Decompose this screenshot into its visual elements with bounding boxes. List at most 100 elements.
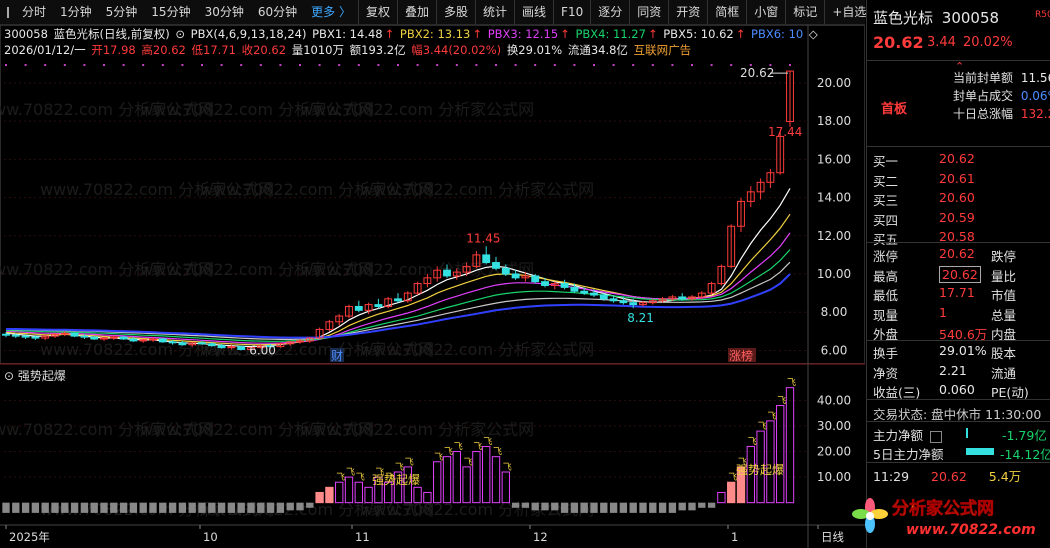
peak-annotation: 11.45	[466, 231, 500, 245]
top-marker	[710, 64, 713, 66]
watermark: www.70822.com 分析家公式网	[40, 180, 274, 199]
bid-price: 20.61	[939, 170, 975, 186]
toolbar-item-18[interactable]: 标记	[785, 0, 824, 24]
y-tick-label: 20.00	[817, 76, 851, 90]
sub-y-tick-label: 20.00	[817, 445, 851, 459]
ad-link[interactable]: 互联网广告	[633, 43, 692, 57]
stat2-label-2: 股本	[991, 346, 1017, 361]
sub-bar-negative	[698, 502, 706, 508]
stat-label-2: 市值	[991, 288, 1017, 303]
quote-pct: 20.02%	[963, 35, 1013, 50]
top-marker	[357, 64, 360, 66]
stat2-label-2: 流通	[991, 365, 1017, 381]
candle	[550, 283, 559, 286]
divider	[867, 146, 1050, 147]
indicator-name[interactable]: PBX(4,6,9,13,18,24)	[190, 27, 307, 41]
top-marker	[338, 64, 341, 66]
toolbar-item-17[interactable]: 小窗	[746, 0, 785, 24]
sub-bar-marker: 飞	[787, 378, 796, 389]
sub-bar-negative	[119, 502, 128, 513]
sub-bar-marker: 飞	[728, 472, 737, 483]
toolbar-item-6[interactable]: 更多 〉	[311, 5, 351, 19]
watermark: www.70822.com 分析家公式网	[0, 260, 214, 279]
watermark: www.70822.com 分析家公式网	[140, 100, 374, 119]
top-marker	[220, 64, 223, 66]
candle	[384, 298, 393, 307]
stat-value: 1	[939, 304, 947, 320]
toolbar-item-4[interactable]: 30分钟	[204, 5, 244, 19]
x-tick-label: 日线	[821, 530, 844, 544]
settings-diamond-icon[interactable]: ◇	[808, 27, 818, 41]
indicator-chevron-icon[interactable]: ⊙	[175, 27, 185, 41]
candle	[51, 333, 59, 337]
toolbar-item-10[interactable]: 统计	[475, 0, 514, 24]
layout-toggle-icon[interactable]	[7, 6, 9, 18]
sub-bar-negative	[658, 502, 667, 513]
sub-bar-negative	[100, 502, 108, 513]
toolbar-item-2[interactable]: 5分钟	[105, 5, 138, 19]
kline-chart[interactable]: 6.008.0010.0012.0014.0016.0018.0020.0010…	[0, 0, 865, 548]
toolbar-item-13[interactable]: 逐分	[590, 0, 629, 24]
ma-line-pbx5	[5, 261, 791, 340]
site-logo: 分析家公式网 www.70822.com	[848, 492, 1048, 544]
watermark: www.70822.com 分析家公式网	[300, 260, 534, 279]
sub-bar	[354, 481, 363, 504]
candle	[109, 336, 118, 339]
sub-bar-negative	[619, 502, 628, 513]
toolbar-item-8[interactable]: 叠加	[396, 0, 436, 24]
sub-bar-marker: 飞	[464, 457, 473, 468]
sub-bar-negative	[296, 502, 304, 511]
y-tick-label: 10.00	[817, 267, 851, 281]
top-marker	[495, 64, 497, 66]
toolbar-item-15[interactable]: 开资	[668, 0, 707, 24]
sub-indicator-label[interactable]: ⊙ 强势起爆	[4, 369, 66, 383]
watermark: www.70822.com 分析家公式网	[0, 100, 214, 119]
sub-bar-negative	[31, 502, 40, 513]
sub-bar	[491, 456, 501, 504]
sub-bar-negative	[247, 502, 255, 513]
toolbar-item-0[interactable]: 分时	[22, 5, 47, 19]
top-marker	[103, 64, 105, 66]
candle	[168, 341, 177, 344]
toolbar-item-12[interactable]: F10	[553, 0, 590, 24]
sub-bar-marker: 飞	[385, 472, 394, 483]
sub-bar-negative	[541, 502, 549, 511]
sub-bar	[335, 481, 344, 504]
toolbar-item-7[interactable]: 复权	[357, 0, 397, 24]
toolbar-item-16[interactable]: 简框	[707, 0, 746, 24]
sub-bar-negative	[551, 502, 559, 511]
toolbar-item-11[interactable]: 画线	[514, 0, 553, 24]
sub-bar-negative	[688, 502, 696, 511]
sub-bar-marker: 飞	[473, 442, 482, 453]
svg-text:www.70822.com: www.70822.com	[906, 522, 1036, 538]
stat2-value: 0.060	[939, 382, 975, 397]
top-marker	[122, 64, 125, 66]
sub-bar-negative	[668, 502, 677, 513]
finance-event-label: 财	[331, 349, 343, 363]
toolbar-item-5[interactable]: 60分钟	[257, 5, 298, 19]
y-tick-label: 8.00	[821, 305, 848, 319]
sub-bar	[413, 486, 422, 504]
five-day-flow-bar	[966, 448, 994, 455]
sub-bar-marker: 飞	[434, 452, 443, 463]
top-marker	[397, 64, 399, 66]
toolbar-item-9[interactable]: 多股	[436, 0, 475, 24]
toolbar-item-14[interactable]: 同资	[629, 0, 668, 24]
stat-label-2: 跌停	[991, 249, 1017, 264]
stat-value: 20.62	[939, 265, 981, 283]
toolbar-item-3[interactable]: 15分钟	[151, 5, 191, 19]
main-flow-row: 主力净额	[873, 425, 942, 444]
bar-volume: 量1010万	[291, 43, 344, 57]
toolbar-item-19[interactable]: +自选	[824, 0, 873, 24]
candle	[2, 333, 10, 336]
toolbar-item-1[interactable]: 1分钟	[60, 5, 92, 19]
top-marker	[63, 64, 66, 66]
sub-bar	[766, 420, 775, 504]
expand-arrow-icon[interactable]: ⌃	[955, 60, 965, 73]
tick-row: 11:29 20.62 5.4万	[873, 469, 1022, 484]
candle	[482, 254, 491, 264]
sub-bar-negative	[80, 502, 89, 513]
sub-signal-label-2: 强势起爆	[736, 463, 784, 477]
ten-day-gain: 十日总涨幅 132.2	[953, 107, 1050, 121]
candle	[354, 305, 363, 311]
